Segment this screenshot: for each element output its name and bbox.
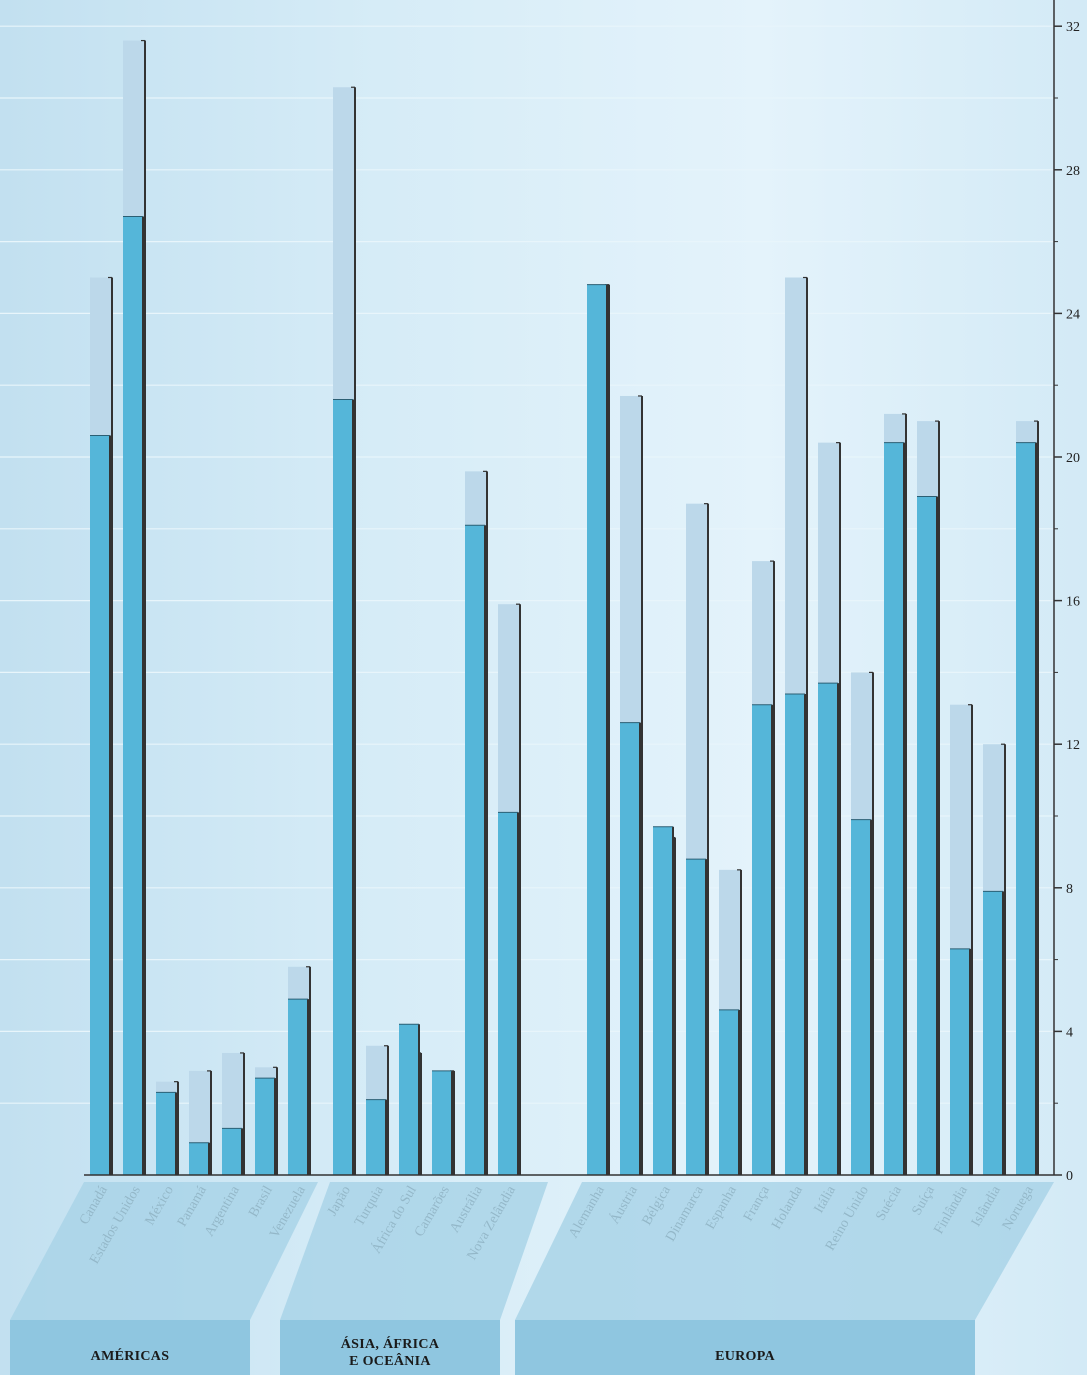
gridlines bbox=[0, 25, 1054, 1104]
bar-primary-austria bbox=[620, 722, 639, 1175]
bar-primary-suica bbox=[917, 496, 936, 1175]
y-tick-label: 20 bbox=[1066, 451, 1080, 466]
bar-primary-camaroes bbox=[432, 1070, 451, 1175]
bar-primary-franca bbox=[752, 704, 771, 1175]
bar-primary-africa-do-sul bbox=[399, 1024, 418, 1175]
bar-primary-espanha bbox=[719, 1009, 738, 1175]
bar-primary-noruega bbox=[1016, 442, 1035, 1175]
group-banner-face bbox=[280, 1320, 500, 1375]
group-label-asia-africa-e-oceania: E OCEÂNIA bbox=[349, 1352, 431, 1369]
bar-primary-belgica bbox=[653, 826, 672, 1175]
bar-primary-brasil bbox=[255, 1078, 274, 1175]
y-tick-label: 28 bbox=[1066, 164, 1080, 179]
bar-primary-islandia bbox=[983, 891, 1002, 1175]
group-banner-face bbox=[10, 1320, 250, 1375]
bar-primary-panama bbox=[189, 1142, 208, 1175]
y-tick-label: 32 bbox=[1066, 20, 1080, 35]
bar-primary-turquia bbox=[366, 1099, 385, 1175]
bar-primary-japao bbox=[333, 399, 352, 1175]
y-tick-label: 12 bbox=[1066, 738, 1080, 753]
bar-primary-alemanha bbox=[587, 284, 606, 1175]
group-label-americas: AMÉRICAS bbox=[91, 1347, 170, 1364]
y-tick-label: 24 bbox=[1066, 307, 1080, 322]
y-tick-label: 8 bbox=[1066, 882, 1073, 897]
group-banner-slope bbox=[280, 1182, 548, 1320]
y-tick-label: 0 bbox=[1066, 1169, 1073, 1184]
bar-primary-canada bbox=[90, 435, 109, 1176]
bar-primary-mexico bbox=[156, 1092, 175, 1175]
group-banner-face bbox=[515, 1320, 975, 1375]
bar-primary-estados-unidos bbox=[123, 216, 142, 1176]
bar-primary-finlandia bbox=[950, 948, 969, 1175]
group-banner-slope bbox=[515, 1182, 1054, 1320]
bar-primary-venezuela bbox=[288, 999, 307, 1175]
bar-primary-italia bbox=[818, 683, 837, 1175]
axes: 0 4 8 12 16 20 24 28 32 bbox=[84, 0, 1080, 1184]
group-banner-slope bbox=[10, 1182, 318, 1320]
group-label-asia-africa-e-oceania: ÁSIA, ÁFRICA bbox=[341, 1335, 440, 1352]
bar-primary-nova-zelandia bbox=[498, 812, 517, 1175]
y-tick-label: 4 bbox=[1066, 1025, 1073, 1040]
bar-primary-dinamarca bbox=[686, 859, 705, 1175]
bar-primary-suecia bbox=[884, 442, 903, 1175]
bar-primary-reino-unido bbox=[851, 819, 870, 1175]
bars bbox=[90, 39, 1039, 1176]
bar-primary-argentina bbox=[222, 1128, 241, 1175]
group-label-europa: EUROPA bbox=[715, 1349, 775, 1364]
bar-primary-holanda bbox=[785, 693, 804, 1175]
bar-primary-australia bbox=[465, 525, 484, 1175]
y-tick-label: 16 bbox=[1066, 595, 1080, 610]
